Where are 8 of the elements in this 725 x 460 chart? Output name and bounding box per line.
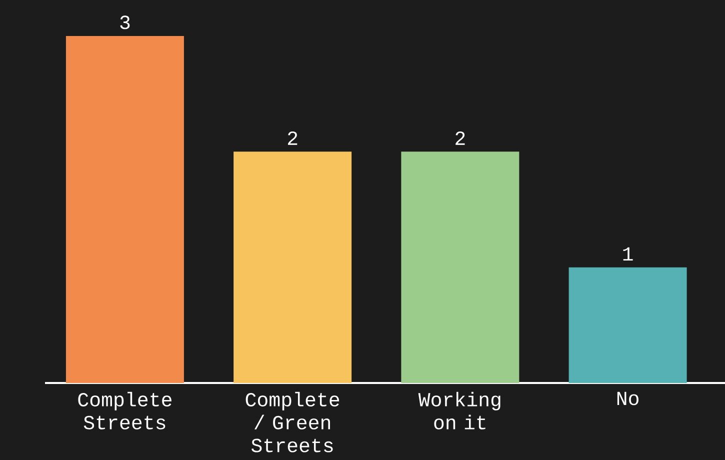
data-label: 2 — [288, 131, 298, 145]
x-tick-label: Complete Streets — [78, 392, 172, 430]
x-tick-label: No — [617, 392, 638, 406]
data-label: 1 — [623, 247, 633, 260]
data-label: 3 — [120, 16, 130, 30]
x-tick-label: Complete / Green Streets — [246, 392, 340, 452]
x-tick-label: Working on it — [418, 392, 500, 430]
data-label: 2 — [456, 131, 465, 145]
